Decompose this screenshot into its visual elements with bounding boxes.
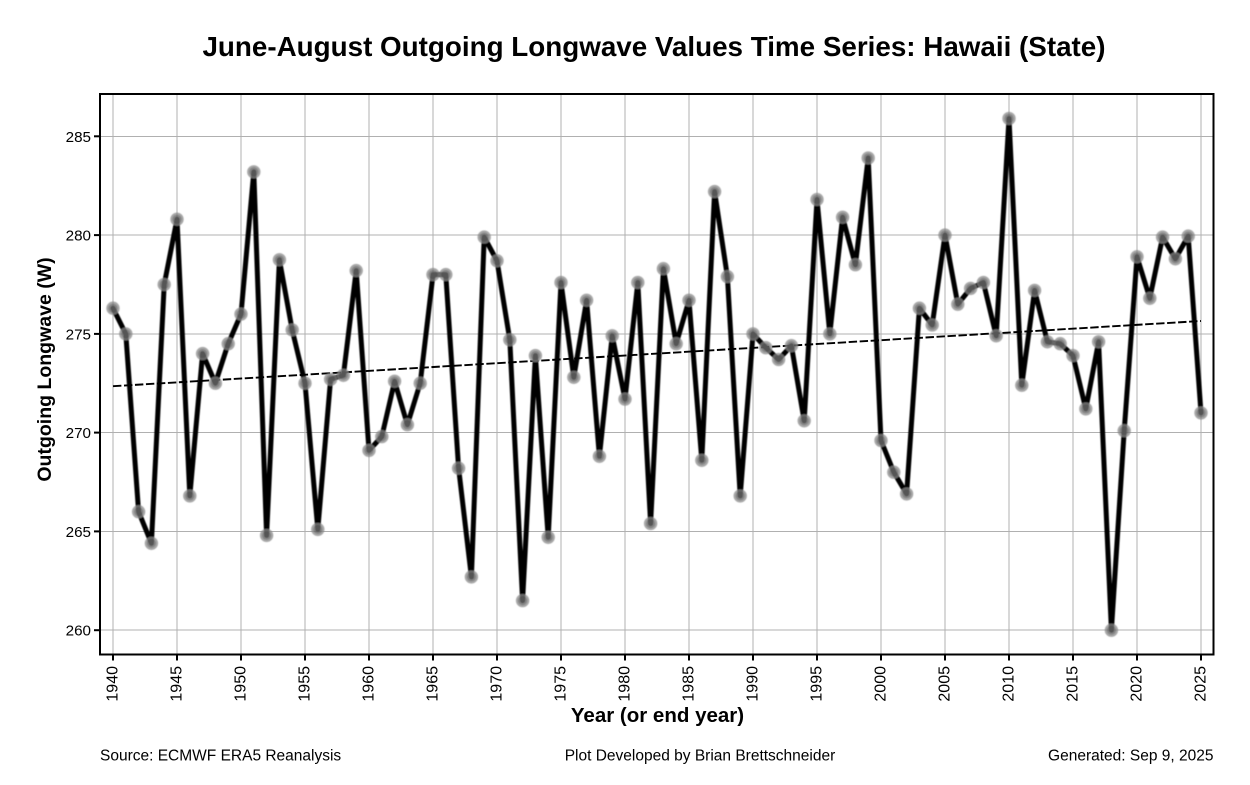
svg-text:1990: 1990 <box>745 666 762 702</box>
svg-text:1960: 1960 <box>361 666 378 702</box>
svg-text:2020: 2020 <box>1129 666 1146 702</box>
svg-text:1995: 1995 <box>809 666 826 702</box>
svg-text:1970: 1970 <box>489 666 506 702</box>
svg-text:Year (or end year): Year (or end year) <box>571 704 744 727</box>
svg-text:265: 265 <box>66 524 91 541</box>
svg-text:270: 270 <box>66 425 91 442</box>
svg-text:275: 275 <box>66 326 91 343</box>
svg-text:Source: ECMWF ERA5 Reanalysis: Source: ECMWF ERA5 Reanalysis <box>100 748 341 765</box>
svg-text:2005: 2005 <box>937 666 954 702</box>
svg-text:1980: 1980 <box>617 666 634 702</box>
svg-text:2025: 2025 <box>1193 666 1210 702</box>
svg-text:June-August Outgoing Longwave: June-August Outgoing Longwave Values Tim… <box>202 31 1105 62</box>
svg-text:2010: 2010 <box>1001 666 1018 702</box>
svg-text:1975: 1975 <box>553 666 570 702</box>
svg-text:2000: 2000 <box>873 666 890 702</box>
svg-text:1950: 1950 <box>233 666 250 702</box>
svg-text:1940: 1940 <box>105 666 122 702</box>
svg-text:Plot Developed by Brian Bretts: Plot Developed by Brian Brettschneider <box>565 748 836 765</box>
svg-text:1955: 1955 <box>297 666 314 702</box>
svg-text:1965: 1965 <box>425 666 442 702</box>
svg-text:260: 260 <box>66 623 91 640</box>
svg-text:Outgoing Longwave (W): Outgoing Longwave (W) <box>34 257 56 481</box>
svg-text:1985: 1985 <box>681 666 698 702</box>
svg-text:285: 285 <box>66 129 91 146</box>
svg-text:280: 280 <box>66 228 91 245</box>
svg-text:Generated: Sep 9, 2025: Generated: Sep 9, 2025 <box>1048 748 1213 765</box>
svg-text:2015: 2015 <box>1065 666 1082 702</box>
svg-text:1945: 1945 <box>169 666 186 702</box>
